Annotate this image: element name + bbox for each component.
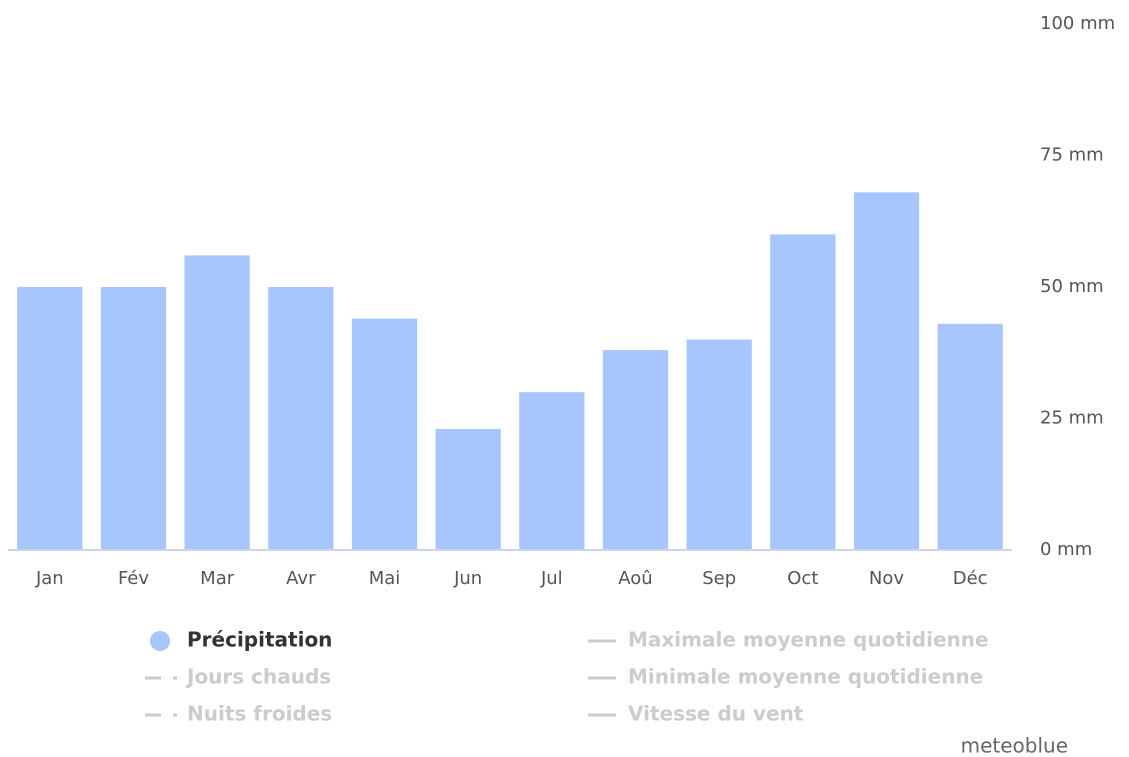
bar	[770, 234, 836, 550]
legend-label[interactable]: Maximale moyenne quotidienne	[628, 628, 989, 652]
bar	[268, 287, 334, 550]
bar	[184, 255, 250, 550]
bar	[519, 392, 585, 550]
y-tick-label: 25 mm	[1040, 408, 1104, 429]
x-tick-label: Oct	[787, 568, 818, 589]
legend-label[interactable]: Minimale moyenne quotidienne	[628, 665, 983, 689]
x-tick-label: Jun	[453, 568, 482, 589]
bar	[937, 323, 1003, 550]
x-tick-label: Jul	[540, 568, 563, 589]
bar	[602, 350, 669, 550]
x-tick-label: Avr	[286, 568, 316, 589]
x-tick-label: Fév	[118, 568, 149, 589]
y-tick-label: 75 mm	[1040, 145, 1104, 166]
bar	[100, 287, 167, 550]
y-tick-label: 100 mm	[1040, 13, 1115, 34]
x-tick-label: Aoû	[618, 568, 652, 589]
bar	[17, 287, 83, 550]
legend-label[interactable]: Vitesse du vent	[628, 702, 804, 726]
credit: meteoblue	[961, 734, 1068, 757]
bar	[351, 318, 418, 550]
x-tick-label: Mar	[200, 568, 235, 589]
bar	[435, 429, 501, 550]
bar	[853, 192, 920, 550]
legend-label[interactable]: Nuits froides	[187, 702, 332, 726]
x-tick-label: Jan	[35, 568, 64, 589]
x-tick-label: Sep	[702, 568, 736, 589]
x-tick-label: Mai	[369, 568, 401, 589]
legend-label[interactable]: Jours chauds	[185, 665, 331, 689]
bar	[686, 339, 752, 550]
y-tick-label: 0 mm	[1040, 539, 1092, 560]
x-tick-label: Déc	[953, 568, 988, 589]
legend-symbol[interactable]	[150, 631, 170, 651]
legend-label[interactable]: Précipitation	[187, 628, 332, 652]
x-tick-label: Nov	[869, 568, 904, 589]
y-tick-label: 50 mm	[1040, 276, 1104, 297]
